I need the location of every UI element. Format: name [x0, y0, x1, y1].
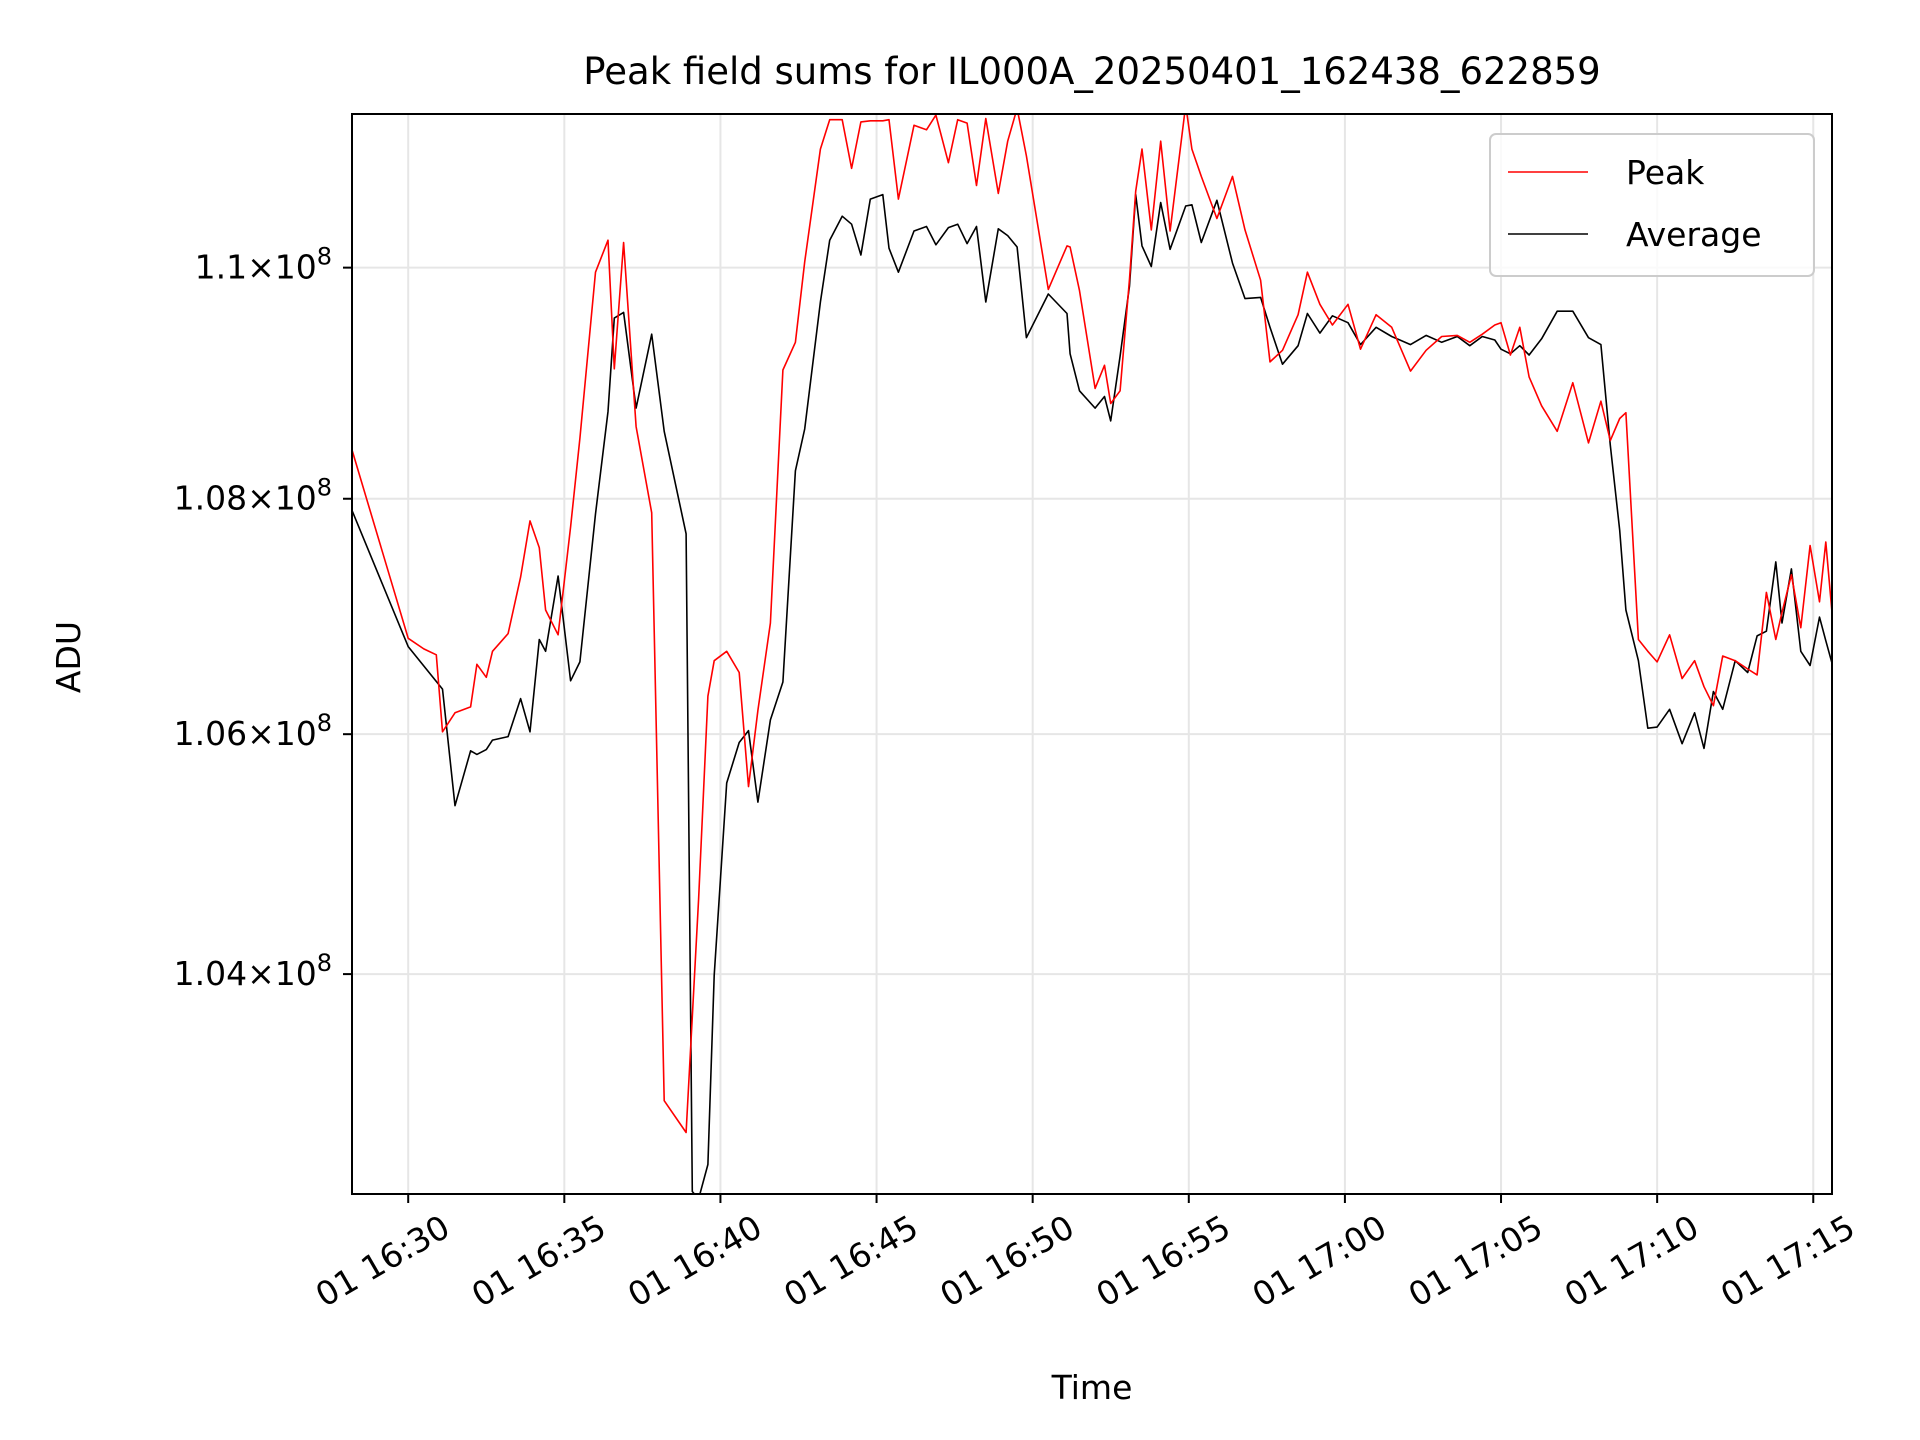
legend-box — [1489, 133, 1815, 277]
series-lines — [352, 114, 1832, 1194]
y-tick-label: 1.1×108 — [195, 243, 332, 287]
legend-label: Average — [1626, 215, 1762, 254]
series-line-average — [352, 193, 1832, 1194]
chart-title: Peak field sums for IL000A_20250401_1624… — [583, 50, 1600, 93]
x-axis-label: Time — [1051, 1368, 1133, 1407]
series-line-peak — [352, 114, 1832, 1134]
y-axis: 1.04×108 1.06×108 1.08×108 1.1×108 — [174, 243, 352, 993]
y-tick-label: 1.08×108 — [174, 474, 332, 518]
y-tick-label: 1.06×108 — [174, 709, 332, 753]
y-axis-label: ADU — [49, 621, 88, 693]
plot-frame — [351, 113, 1833, 1195]
grid — [352, 114, 1832, 1194]
y-tick-label: 1.04×108 — [174, 949, 332, 993]
legend-label: Peak — [1626, 153, 1705, 192]
legend: Peak Average — [1489, 133, 1815, 277]
